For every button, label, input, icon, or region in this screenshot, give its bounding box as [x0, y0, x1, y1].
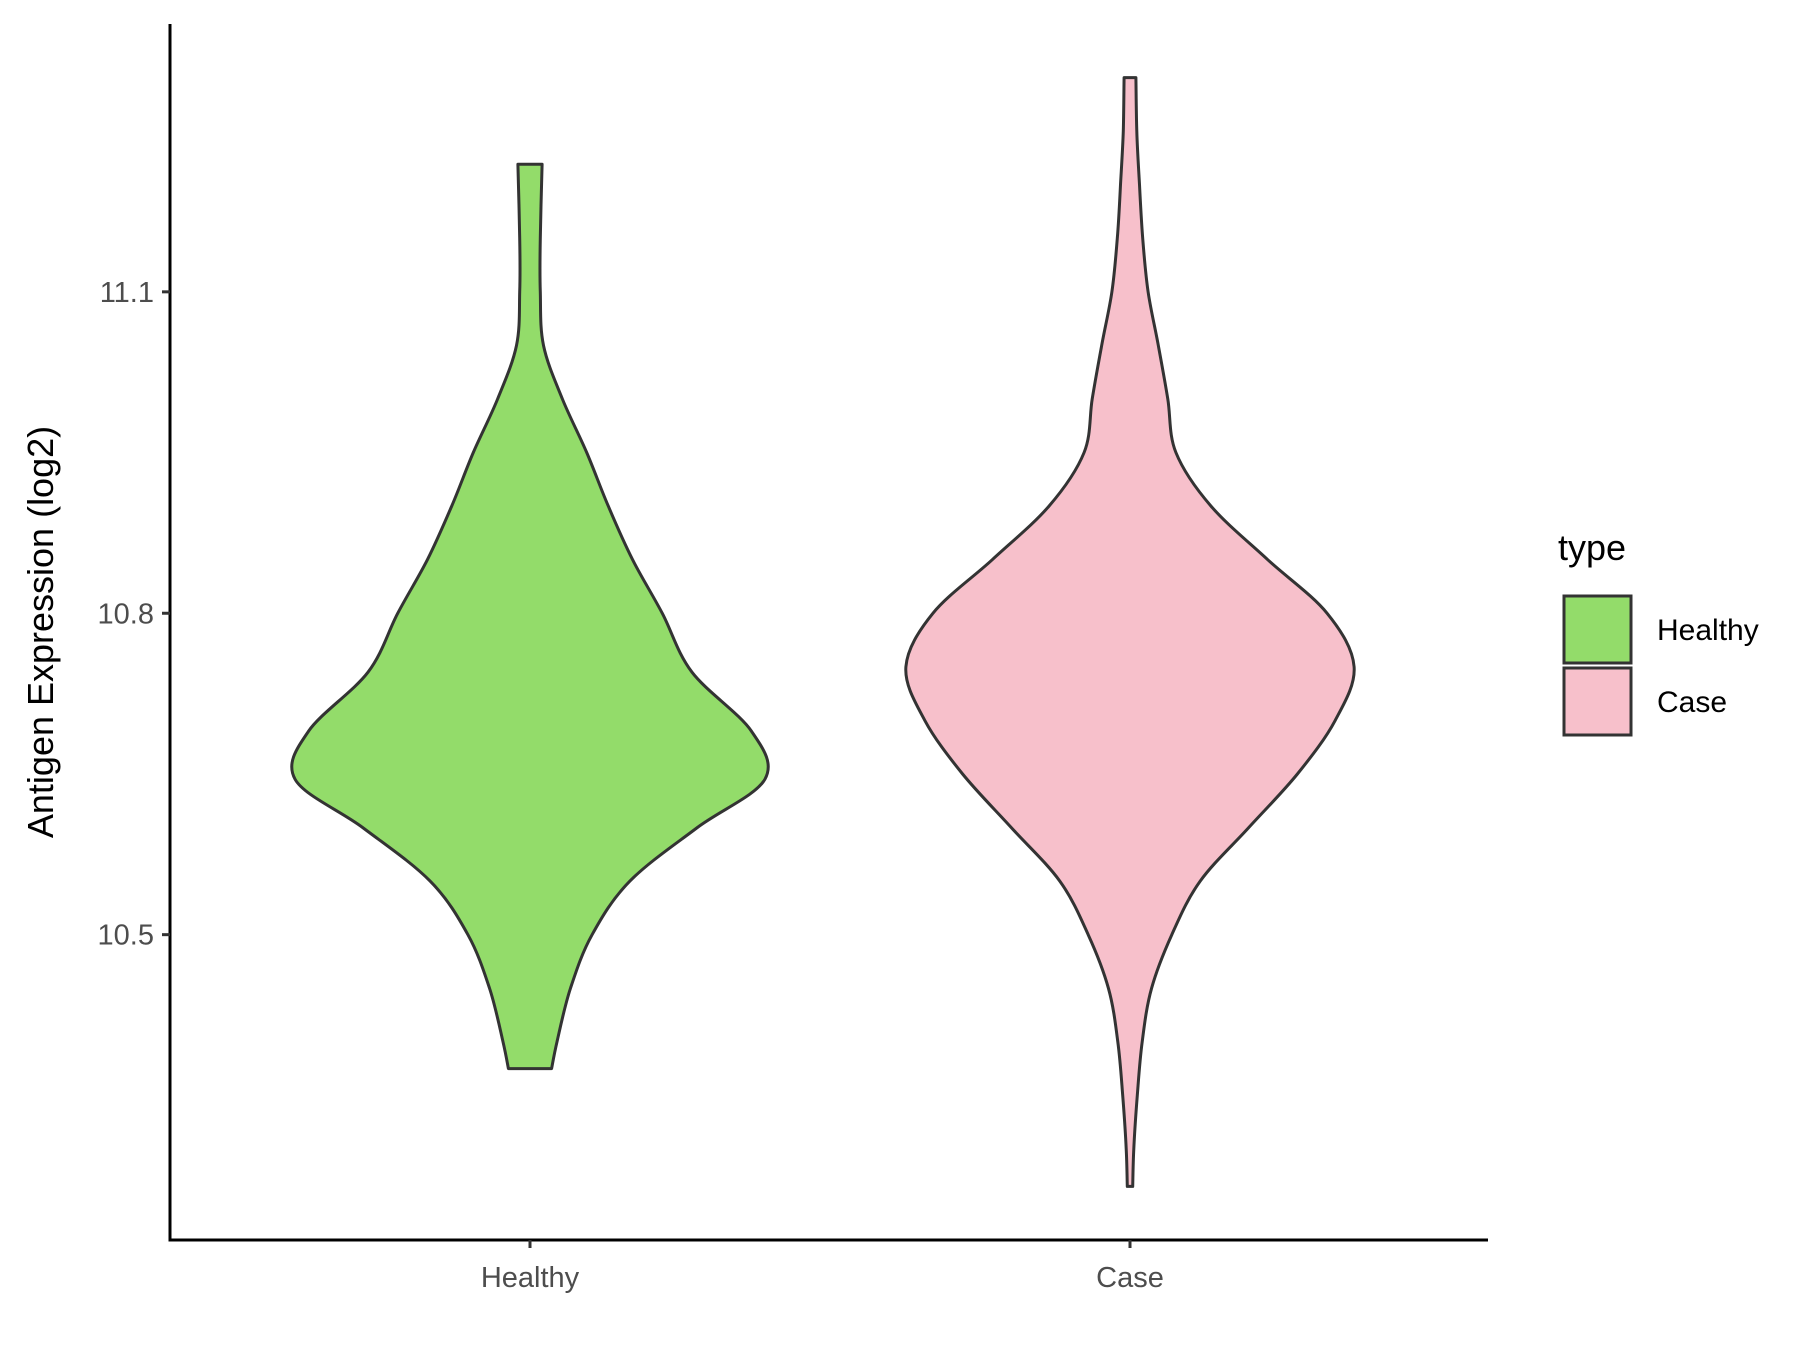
legend-key-healthy: [1562, 594, 1633, 665]
violin-case: [904, 76, 1356, 1188]
x-ticks: Healthy Case: [481, 1240, 1164, 1294]
legend-label-healthy: Healthy: [1657, 614, 1759, 647]
violin-layer: [290, 76, 1356, 1188]
axes: [168, 24, 1488, 1242]
x-tick-label: Case: [1096, 1262, 1164, 1294]
y-axis-title: Antigen Expression (log2): [20, 426, 61, 838]
legend-title: type: [1558, 527, 1626, 568]
legend-label-case: Case: [1657, 686, 1727, 719]
y-ticks: 10.5 10.8 11.1: [98, 277, 170, 952]
legend-key-case: [1562, 666, 1633, 737]
legend-items: Healthy Case: [1562, 594, 1759, 737]
y-tick-label: 10.8: [98, 598, 154, 630]
x-tick-label: Healthy: [481, 1262, 580, 1294]
y-tick-label: 11.1: [100, 277, 154, 309]
legend: type Healthy Case: [1558, 527, 1759, 737]
y-tick-label: 10.5: [98, 920, 154, 952]
violin-healthy: [290, 162, 770, 1071]
